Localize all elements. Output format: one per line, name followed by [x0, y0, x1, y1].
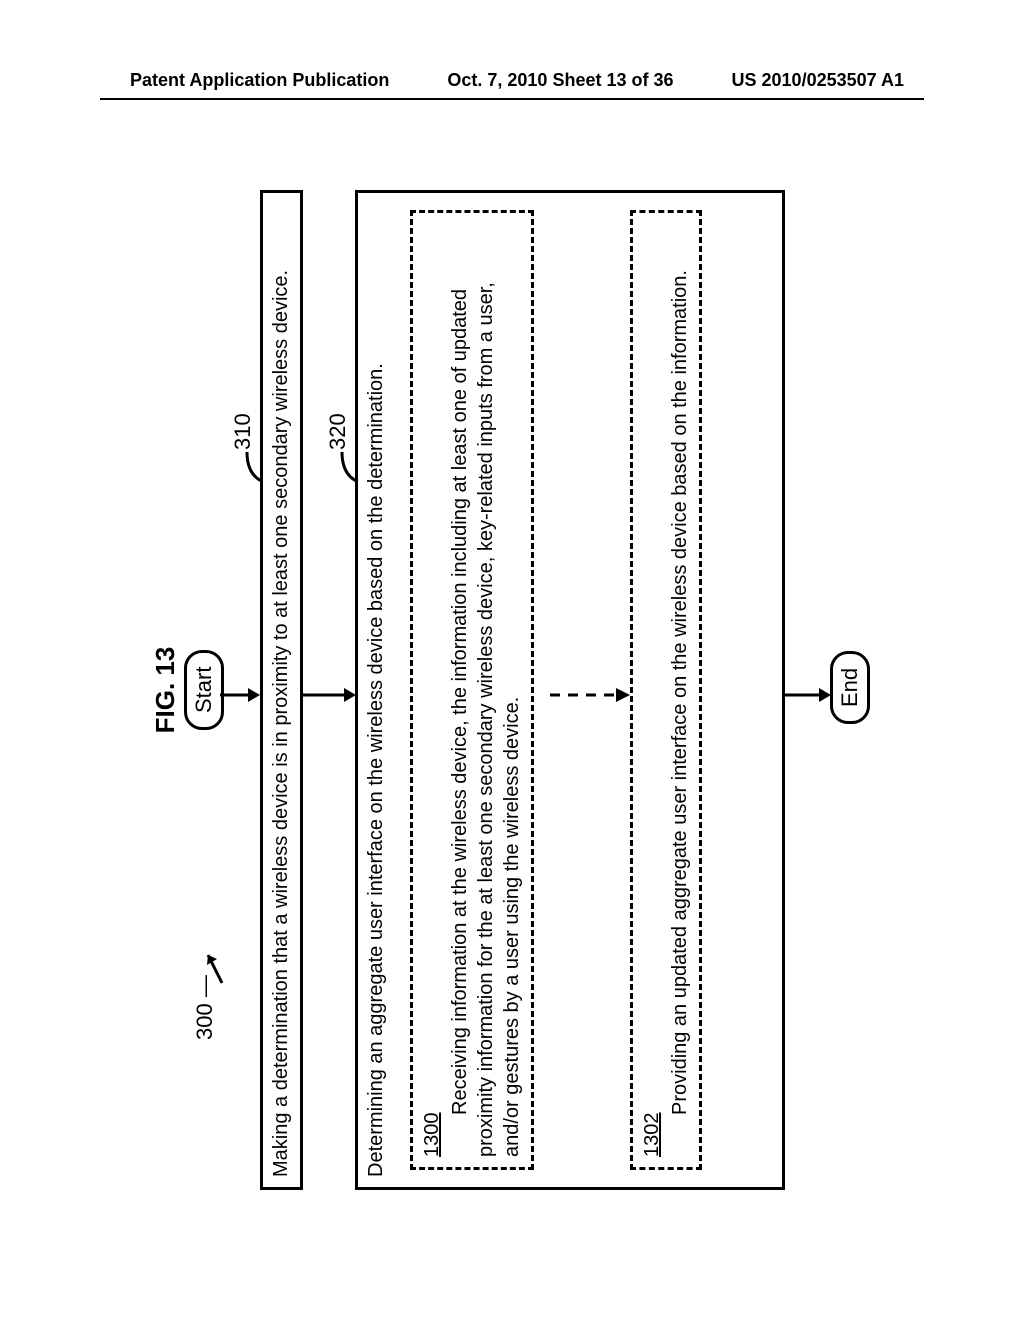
header-right: US 2010/0253507 A1: [732, 70, 904, 91]
arrow-icon: [300, 685, 358, 705]
arrow-icon: [785, 685, 833, 705]
header-center: Oct. 7, 2010 Sheet 13 of 36: [447, 70, 673, 91]
end-node: End: [830, 651, 870, 724]
ref-1300-label: 1300: [419, 1113, 445, 1158]
figure-title: FIG. 13: [150, 170, 181, 1210]
substep-1302-text: Providing an updated aggregate user inte…: [667, 223, 693, 1157]
page-header: Patent Application Publication Oct. 7, 2…: [0, 70, 1024, 91]
start-node: Start: [184, 650, 224, 730]
step-320-text: Determining an aggregate user interface …: [365, 363, 387, 1177]
ref-320-label: 320: [325, 413, 351, 450]
substep-1300-box: 1300 Receiving information at the wirele…: [410, 210, 534, 1170]
flowchart: FIG. 13 300 — Start 310 Making a determi…: [0, 325, 1024, 1055]
header-left: Patent Application Publication: [130, 70, 389, 91]
ref-310-label: 310: [230, 413, 256, 450]
header-rule: [100, 98, 924, 100]
ref-1302-label: 1302: [639, 1113, 665, 1158]
ref-300-arrow-icon: [204, 945, 226, 985]
dashed-arrow-icon: [550, 685, 632, 705]
step-310-text: Making a determination that a wireless d…: [270, 270, 292, 1177]
step-310-box: Making a determination that a wireless d…: [260, 190, 303, 1190]
substep-1300-text: Receiving information at the wireless de…: [447, 223, 525, 1157]
substep-1302-box: 1302 Providing an updated aggregate user…: [630, 210, 702, 1170]
arrow-icon: [220, 685, 262, 705]
